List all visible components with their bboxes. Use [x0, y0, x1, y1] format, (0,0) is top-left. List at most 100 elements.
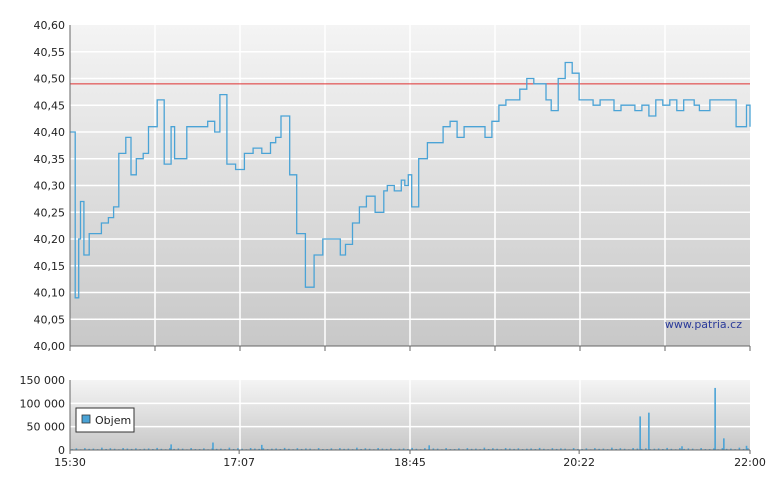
volume-bar	[212, 442, 214, 450]
volume-bar	[147, 448, 150, 450]
volume-bar	[513, 448, 515, 450]
legend-swatch	[81, 414, 91, 424]
volume-bar	[687, 448, 690, 450]
volume-bar	[679, 448, 681, 450]
volume-bar	[714, 387, 716, 450]
volume-bar	[237, 448, 239, 450]
volume-bar	[260, 444, 263, 450]
volume-bar	[615, 448, 617, 450]
x-tick-label: 15:30	[54, 456, 86, 469]
volume-bar	[88, 448, 90, 450]
volume-bar	[390, 448, 392, 450]
volume-bar	[135, 448, 137, 450]
volume-bar	[385, 448, 388, 450]
volume-bar	[538, 447, 541, 450]
volume-bar	[725, 448, 728, 450]
volume-bar	[504, 448, 507, 450]
volume-bar	[645, 448, 647, 450]
price-y-tick-label: 40,60	[34, 19, 66, 32]
price-y-tick-label: 40,35	[34, 153, 66, 166]
volume-bar	[364, 448, 367, 450]
volume-bar	[636, 448, 639, 450]
volume-bar	[436, 448, 439, 450]
volume-bar	[560, 448, 562, 450]
volume-bar	[475, 448, 477, 450]
volume-bar	[203, 448, 205, 450]
volume-bar	[492, 448, 494, 450]
volume-bar	[738, 447, 741, 450]
volume-bar	[466, 448, 469, 450]
volume-bar	[487, 448, 490, 450]
volume-bar	[670, 448, 673, 450]
volume-bar	[594, 448, 596, 450]
volume-bar	[271, 448, 273, 450]
volume-bar	[632, 448, 634, 450]
volume-bar	[657, 448, 660, 450]
volume-bar	[92, 448, 95, 450]
volume-bar	[317, 448, 320, 450]
price-y-tick-label: 40,40	[34, 126, 66, 139]
volume-y-tick-label: 150 000	[20, 374, 66, 387]
watermark-text: www.patria.cz	[665, 318, 742, 331]
volume-bar	[113, 448, 116, 450]
volume-bar	[228, 447, 231, 450]
volume-bar	[130, 448, 133, 450]
volume-bar	[564, 448, 566, 450]
volume-bar	[747, 448, 749, 450]
volume-bar	[623, 448, 626, 450]
volume-bar	[543, 448, 545, 450]
volume-bar	[691, 448, 694, 450]
volume-bar	[105, 448, 107, 450]
volume-bar	[220, 448, 222, 450]
volume-bar	[177, 448, 180, 450]
volume-bar	[700, 448, 702, 450]
volume-bar	[551, 448, 554, 450]
volume-bar	[653, 448, 656, 450]
volume-bar	[368, 448, 371, 450]
price-series-line	[70, 61, 751, 299]
volume-bar	[360, 448, 362, 450]
volume-y-tick-label: 0	[58, 444, 65, 457]
volume-bar	[262, 448, 265, 450]
volume-bar	[681, 446, 683, 450]
volume-bar	[598, 448, 600, 450]
volume-bar	[745, 445, 748, 450]
volume-bar	[470, 448, 473, 450]
x-tick-label: 22:00	[734, 456, 766, 469]
volume-bar	[640, 448, 643, 450]
volume-bar	[160, 448, 163, 450]
volume-bar	[445, 448, 447, 450]
volume-bar	[555, 448, 558, 450]
price-y-tick-label: 40,05	[34, 313, 66, 326]
volume-bar	[381, 448, 384, 450]
volume-bar	[517, 448, 520, 450]
volume-bar	[232, 448, 235, 450]
price-y-tick-label: 40,10	[34, 287, 66, 300]
volume-bar	[296, 448, 299, 450]
volume-bar	[249, 448, 252, 450]
volume-bar	[330, 448, 333, 450]
price-y-tick-label: 40,15	[34, 260, 66, 273]
volume-bar	[356, 447, 358, 450]
price-y-tick-label: 40,55	[34, 46, 66, 59]
volume-bar	[398, 448, 401, 450]
volume-bar	[181, 448, 184, 450]
volume-bar	[190, 448, 192, 450]
volume-bar	[611, 447, 613, 450]
volume-bar	[122, 448, 124, 450]
volume-bar	[496, 448, 498, 450]
volume-bar	[347, 448, 350, 450]
volume-bar	[721, 448, 724, 450]
volume-bar	[683, 448, 685, 450]
volume-legend: Objem	[75, 407, 135, 433]
x-tick-label: 20:22	[563, 456, 595, 469]
volume-bar	[602, 448, 605, 450]
volume-bar	[343, 448, 345, 450]
price-y-tick-label: 40,30	[34, 180, 66, 193]
volume-y-tick-label: 50 000	[27, 421, 66, 434]
x-tick-label: 18:45	[394, 456, 426, 469]
volume-bar	[143, 448, 146, 450]
volume-bar	[126, 448, 129, 450]
volume-bar	[483, 447, 486, 450]
